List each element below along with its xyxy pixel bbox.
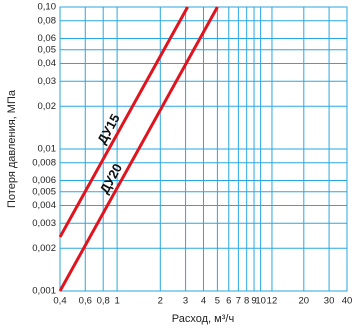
x-tick-label: 0,4 [53, 296, 66, 307]
x-tick-label: 1 [114, 296, 119, 307]
y-tick-label: 0,06 [38, 33, 57, 44]
x-tick-label: 40 [342, 296, 353, 307]
y-tick-label: 0,01 [38, 144, 57, 155]
x-tick-label: 10 [255, 296, 266, 307]
y-tick-label: 0,003 [32, 218, 56, 229]
x-tick-label: 6 [226, 296, 231, 307]
x-tick-label: 12 [267, 296, 278, 307]
y-tick-label: 0,004 [32, 200, 56, 211]
y-tick-label: 0,001 [32, 286, 56, 297]
x-tick-label: 3 [183, 296, 188, 307]
y-tick-label: 0,08 [38, 15, 57, 26]
y-tick-label: 0,005 [32, 186, 56, 197]
y-axis-title: Потеря давления, МПа [6, 89, 18, 208]
x-tick-label: 2 [158, 296, 163, 307]
x-tick-label: 5 [215, 296, 220, 307]
y-tick-label: 0,006 [32, 175, 56, 186]
y-tick-label: 0,008 [32, 157, 56, 168]
y-tick-label: 0,04 [38, 58, 57, 69]
series-line [58, 6, 219, 292]
x-tick-label: 4 [201, 296, 206, 307]
x-tick-label: 20 [299, 296, 310, 307]
y-tick-label: 0,02 [38, 101, 57, 112]
x-tick-label: 8 [244, 296, 249, 307]
x-tick-label: 0,8 [97, 296, 110, 307]
y-tick-label: 0,10 [38, 2, 57, 13]
y-tick-label: 0,03 [38, 76, 57, 87]
series-line [58, 6, 189, 238]
x-tick-label: 0,6 [79, 296, 92, 307]
x-tick-label: 7 [236, 296, 241, 307]
x-tick-label: 30 [324, 296, 335, 307]
y-tick-label: 0,05 [38, 44, 57, 55]
x-tick-label: 9 [251, 296, 256, 307]
x-axis-title: Расход, м³/ч [172, 313, 234, 325]
y-tick-label: 0,002 [32, 243, 56, 254]
